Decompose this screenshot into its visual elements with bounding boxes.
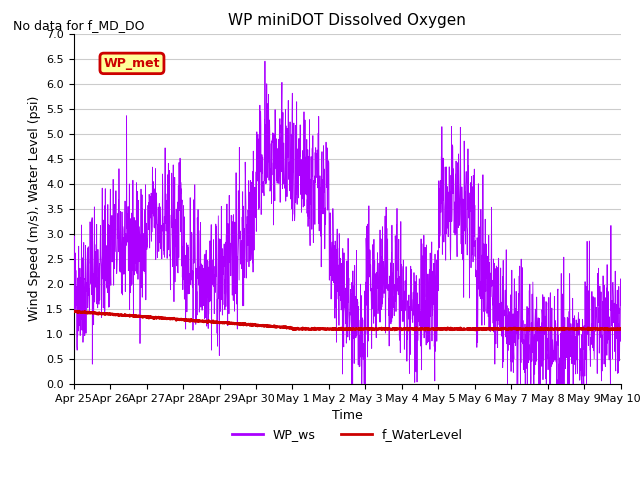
Legend: WP_ws, f_WaterLevel: WP_ws, f_WaterLevel (227, 423, 468, 446)
Text: No data for f_MD_DO: No data for f_MD_DO (13, 19, 144, 32)
Y-axis label: Wind Speed (m/s), Water Level (psi): Wind Speed (m/s), Water Level (psi) (28, 96, 40, 322)
X-axis label: Time: Time (332, 409, 363, 422)
Title: WP miniDOT Dissolved Oxygen: WP miniDOT Dissolved Oxygen (228, 13, 466, 28)
Text: WP_met: WP_met (104, 57, 160, 70)
